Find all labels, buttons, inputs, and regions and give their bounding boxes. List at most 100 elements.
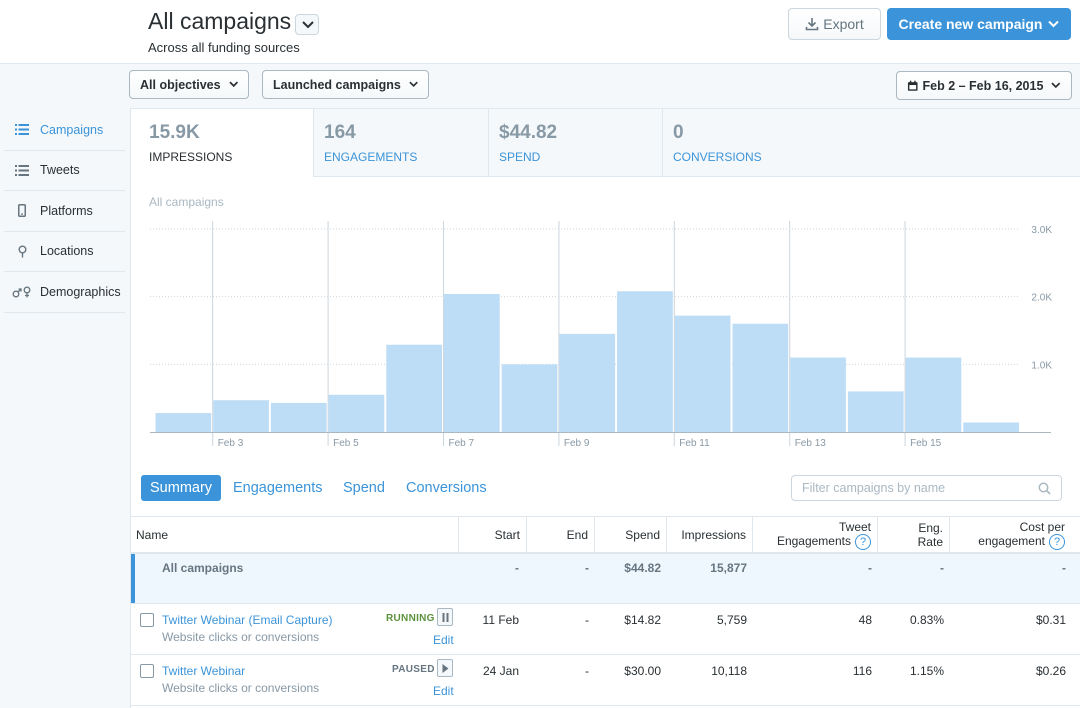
campaign-name-link[interactable]: Twitter Webinar bbox=[162, 664, 246, 678]
column-header-eng-rate[interactable]: Eng. Rate bbox=[878, 517, 950, 553]
campaign-cost-per-engagement: $0.26 bbox=[1035, 664, 1066, 678]
edit-link[interactable]: Edit bbox=[433, 633, 454, 647]
x-tick-label: Feb 3 bbox=[218, 438, 244, 449]
totals-name: All campaigns bbox=[162, 561, 244, 575]
sidebar-item-tweets[interactable]: Tweets bbox=[4, 151, 125, 191]
chevron-down-icon bbox=[302, 21, 314, 29]
help-icon[interactable]: ? bbox=[1049, 534, 1065, 550]
impressions-chart: 1.0K 2.0K 3.0K Feb 3 Feb 5 Feb 7 Feb 9 Feb 11 Fe… bbox=[150, 221, 1052, 449]
list-icon bbox=[4, 124, 40, 136]
create-campaign-label: Create new campaign bbox=[898, 16, 1043, 32]
sidebar-item-demographics[interactable]: Demographics bbox=[4, 272, 125, 313]
chart-bar bbox=[270, 402, 327, 432]
campaign-status-filter-label: Launched campaigns bbox=[273, 77, 401, 92]
x-tick-label: Feb 11 bbox=[679, 438, 710, 449]
chart-bar bbox=[559, 333, 616, 432]
objectives-filter-dropdown[interactable]: All objectives bbox=[129, 70, 249, 99]
column-header-name[interactable]: Name bbox=[131, 517, 459, 553]
metric-tab-spend[interactable]: $44.82 SPEND bbox=[489, 109, 663, 177]
campaign-status-filter-dropdown[interactable]: Launched campaigns bbox=[262, 70, 429, 99]
campaign-start: 11 Feb bbox=[482, 613, 519, 627]
campaign-switcher-dropdown[interactable] bbox=[295, 14, 319, 35]
chart-bar bbox=[328, 394, 385, 432]
help-icon[interactable]: ? bbox=[855, 534, 871, 550]
calendar-icon bbox=[907, 80, 918, 91]
column-header-label: Engagements bbox=[776, 534, 851, 549]
list-icon bbox=[4, 164, 40, 176]
campaign-cost-per-engagement: $0.31 bbox=[1035, 613, 1066, 627]
sidebar-item-label: Demographics bbox=[40, 284, 121, 299]
totals-cost-per-engagement: - bbox=[1062, 561, 1066, 575]
sidebar-item-platforms[interactable]: Platforms bbox=[4, 191, 125, 232]
metric-tab-conversions[interactable]: 0 CONVERSIONS bbox=[663, 109, 837, 177]
metric-label: SPEND bbox=[499, 150, 541, 164]
sidebar-item-campaigns[interactable]: Campaigns bbox=[4, 110, 125, 151]
campaign-impressions: 10,118 bbox=[711, 664, 747, 678]
row-checkbox[interactable] bbox=[140, 613, 154, 627]
status-badge: RUNNING bbox=[386, 613, 435, 624]
tab-summary[interactable]: Summary bbox=[141, 475, 222, 501]
main-panel: 15.9K IMPRESSIONS 164 ENGAGEMENTS $44.82… bbox=[130, 108, 1080, 708]
campaign-filter-input[interactable]: Filter campaigns by name bbox=[791, 475, 1062, 501]
export-label: Export bbox=[823, 16, 864, 32]
column-header-spend[interactable]: Spend bbox=[595, 517, 667, 553]
sidebar-item-locations[interactable]: Locations bbox=[4, 232, 125, 272]
column-header-label: Cost per bbox=[1019, 520, 1065, 534]
chart-bar bbox=[617, 291, 673, 432]
table-row[interactable]: Twitter Webinar (Email Capture) Website … bbox=[131, 604, 1080, 655]
chart-bar bbox=[732, 323, 789, 432]
metric-value: 15.9K bbox=[149, 122, 200, 143]
column-header-start[interactable]: Start bbox=[459, 517, 527, 553]
search-icon bbox=[1038, 482, 1051, 495]
date-range-picker[interactable]: Feb 2 – Feb 16, 2015 bbox=[896, 71, 1072, 100]
tab-spend[interactable]: Spend bbox=[343, 480, 385, 496]
chart-bar bbox=[674, 315, 731, 432]
status-badge: PAUSED bbox=[392, 664, 435, 675]
totals-impressions: 15,877 bbox=[710, 561, 747, 575]
metric-label: IMPRESSIONS bbox=[149, 150, 233, 164]
date-range-label: Feb 2 – Feb 16, 2015 bbox=[922, 78, 1044, 93]
page-subtitle: Across all funding sources bbox=[148, 40, 300, 55]
column-header-label: Eng. bbox=[918, 521, 943, 535]
metric-label: ENGAGEMENTS bbox=[324, 150, 418, 164]
table-header: Name Start End Spend Impressions Tweet E… bbox=[131, 516, 1080, 554]
objectives-filter-label: All objectives bbox=[140, 77, 221, 92]
campaign-objective: Website clicks or conversions bbox=[162, 630, 320, 644]
table-row-totals: All campaigns - - $44.82 15,877 - - - bbox=[131, 554, 1080, 604]
create-campaign-button[interactable]: Create new campaign bbox=[887, 8, 1071, 40]
campaign-name-link[interactable]: Twitter Webinar (Email Capture) bbox=[162, 613, 333, 627]
column-header-impressions[interactable]: Impressions bbox=[667, 517, 753, 553]
campaign-engagements: 116 bbox=[852, 664, 872, 678]
edit-link[interactable]: Edit bbox=[433, 684, 454, 698]
tab-conversions[interactable]: Conversions bbox=[406, 480, 487, 496]
resume-button[interactable] bbox=[437, 659, 453, 677]
table-row[interactable]: Twitter Webinar Website clicks or conver… bbox=[131, 655, 1080, 706]
column-header-tweet-engagements[interactable]: Tweet Engagements? bbox=[753, 517, 878, 553]
page-title: All campaigns bbox=[148, 8, 292, 34]
metric-value: 0 bbox=[673, 122, 684, 143]
chart-subtitle: All campaigns bbox=[149, 195, 224, 209]
tab-engagements[interactable]: Engagements bbox=[233, 480, 323, 496]
chart-bar bbox=[444, 293, 500, 432]
chart-bar bbox=[790, 357, 846, 432]
totals-end: - bbox=[585, 561, 589, 575]
pause-icon bbox=[442, 612, 448, 622]
export-button[interactable]: Export bbox=[788, 8, 881, 40]
metric-tab-engagements[interactable]: 164 ENGAGEMENTS bbox=[314, 109, 489, 177]
location-pin-icon bbox=[4, 245, 40, 258]
y-tick-label: 3.0K bbox=[1031, 225, 1052, 236]
x-tick-label: Feb 13 bbox=[795, 438, 827, 449]
column-header-end[interactable]: End bbox=[527, 517, 595, 553]
metric-value: 164 bbox=[324, 122, 356, 143]
sidebar-item-label: Campaigns bbox=[40, 122, 104, 137]
pause-button[interactable] bbox=[437, 608, 453, 626]
metric-tab-impressions[interactable]: 15.9K IMPRESSIONS bbox=[131, 109, 314, 177]
sidebar-item-label: Platforms bbox=[40, 203, 93, 218]
column-header-cost-per-engagement[interactable]: Cost per engagement? bbox=[950, 517, 1071, 553]
row-checkbox[interactable] bbox=[140, 664, 154, 678]
campaign-end: - bbox=[585, 664, 589, 678]
chevron-down-icon bbox=[1048, 20, 1060, 28]
y-tick-label: 2.0K bbox=[1031, 293, 1052, 304]
chart-bar bbox=[155, 413, 212, 432]
download-icon bbox=[805, 18, 819, 31]
